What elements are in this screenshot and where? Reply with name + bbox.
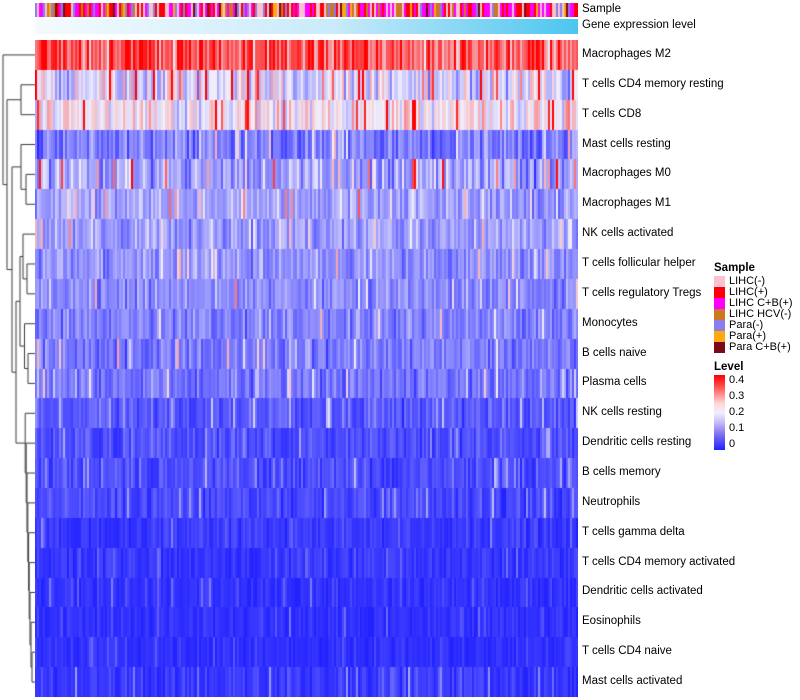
row-label: Macrophages M0 <box>582 167 671 180</box>
sample-legend-label: Para(+) <box>729 330 766 342</box>
sample-legend-item[interactable]: Para C+B(+) <box>714 342 800 353</box>
row-label: NK cells resting <box>582 406 662 419</box>
row-label: Dendritic cells resting <box>582 436 692 449</box>
heatmap-body <box>35 40 578 697</box>
row-label: NK cells activated <box>582 227 674 240</box>
sample-legend-item[interactable]: LIHC(+) <box>714 287 800 298</box>
sample-legend-title: Sample <box>714 262 755 274</box>
row-label: Dendritic cells activated <box>582 585 703 598</box>
sample-annotation-canvas <box>35 3 578 17</box>
row-label-list: Macrophages M2 T cells CD4 memory resting… <box>582 40 782 697</box>
level-tick-label: 0.3 <box>729 390 745 402</box>
row-label: Mast cells activated <box>582 675 683 688</box>
gene-expression-annotation-bar <box>35 19 578 34</box>
sample-legend-label: LIHC(+) <box>729 286 768 298</box>
row-label: T cells follicular helper <box>582 256 696 269</box>
row-dendrogram-canvas <box>0 40 35 697</box>
row-label: T cells CD4 memory activated <box>582 555 736 568</box>
sample-legend-swatch <box>714 276 725 287</box>
sample-legend-swatch <box>714 342 725 353</box>
row-label: Neutrophils <box>582 495 641 508</box>
level-tick-label: 0.2 <box>729 406 745 418</box>
sample-annotation-label: Sample <box>582 3 621 15</box>
sample-legend-swatch <box>714 298 725 309</box>
level-tick-label: 0.4 <box>729 374 745 386</box>
gene-expression-annotation-label: Gene expression level <box>582 19 696 31</box>
row-label: T cells CD8 <box>582 107 642 120</box>
heatmap-canvas <box>35 40 578 697</box>
sample-legend-item[interactable]: LIHC C+B(+) <box>714 298 800 309</box>
row-dendrogram <box>0 40 35 697</box>
row-label: T cells regulatory Tregs <box>582 286 702 299</box>
sample-legend-label: Para C+B(+) <box>729 341 791 353</box>
level-legend: Level 0.4 0.3 0.2 0.1 0 <box>714 361 800 450</box>
sample-legend-label: LIHC(-) <box>729 275 766 287</box>
level-tick-list: 0.4 0.3 0.2 0.1 0 <box>729 375 789 450</box>
level-legend-title: Level <box>714 361 744 373</box>
row-label: T cells CD4 memory resting <box>582 77 724 90</box>
gene-expression-annotation-canvas <box>35 19 578 34</box>
row-label: T cells CD4 naive <box>582 645 672 658</box>
sample-legend-swatch <box>714 309 725 320</box>
sample-legend-item[interactable]: Para(+) <box>714 331 800 342</box>
row-label: Macrophages M1 <box>582 197 671 210</box>
level-gradient-bar <box>714 375 725 450</box>
sample-legend-swatch <box>714 320 725 331</box>
level-tick-label: 0.1 <box>729 422 745 434</box>
sample-legend-item[interactable]: Para(-) <box>714 320 800 331</box>
legend-panel: Sample LIHC(-) LIHC(+) LIHC C+B(+) LIHC HCV… <box>714 262 800 450</box>
row-label: T cells gamma delta <box>582 525 685 538</box>
row-label: Eosinophils <box>582 615 641 628</box>
sample-legend: Sample LIHC(-) LIHC(+) LIHC C+B(+) LIHC HCV… <box>714 262 800 353</box>
sample-annotation-bar <box>35 3 578 17</box>
sample-legend-item[interactable]: LIHC(-) <box>714 276 800 287</box>
sample-legend-item[interactable]: LIHC HCV(-) <box>714 309 800 320</box>
row-label: Macrophages M2 <box>582 47 671 60</box>
level-legend-body: 0.4 0.3 0.2 0.1 0 <box>714 375 800 450</box>
sample-legend-label: LIHC C+B(+) <box>729 297 793 309</box>
row-label: Monocytes <box>582 316 638 329</box>
level-tick-label: 0 <box>729 438 736 450</box>
sample-legend-swatch <box>714 331 725 342</box>
row-label: Mast cells resting <box>582 137 671 150</box>
row-label: B cells memory <box>582 466 661 479</box>
sample-legend-label: LIHC HCV(-) <box>729 308 792 320</box>
row-label: B cells naive <box>582 346 647 359</box>
sample-legend-label: Para(-) <box>729 319 764 331</box>
sample-legend-swatch <box>714 287 725 298</box>
row-label: Plasma cells <box>582 376 647 389</box>
sample-legend-items: LIHC(-) LIHC(+) LIHC C+B(+) LIHC HCV(-) Para… <box>714 276 800 353</box>
